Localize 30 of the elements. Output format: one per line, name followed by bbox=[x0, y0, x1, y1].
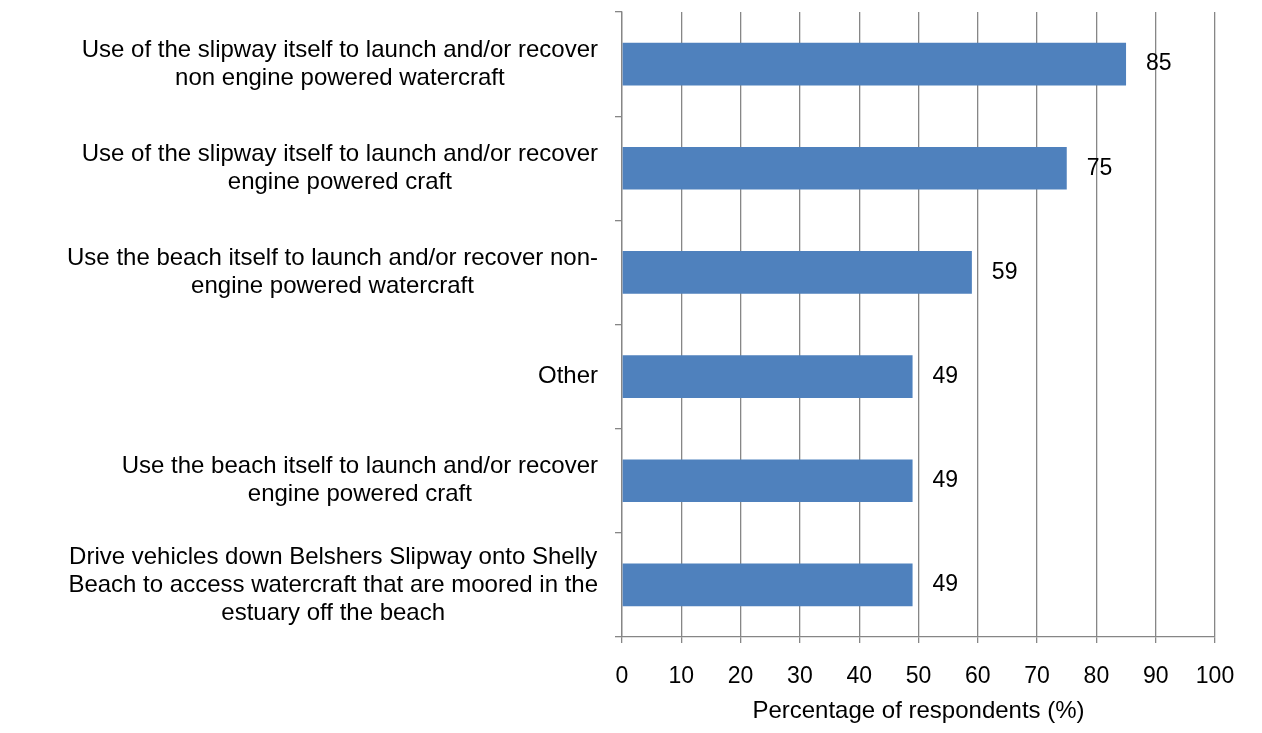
bar bbox=[622, 459, 913, 503]
x-tick-label: 70 bbox=[1024, 662, 1050, 689]
x-tick-label: 60 bbox=[965, 662, 991, 689]
bar bbox=[622, 355, 913, 398]
y-tick-label: Drive vehicles down Belshers Slipway onto Shelly Beach to access watercraft that are moored in the estuary off the beach bbox=[68, 541, 598, 625]
x-tick-label: 0 bbox=[615, 662, 629, 689]
y-tick-label: Other bbox=[537, 361, 598, 389]
y-tick-label: Use of the slipway itself to launch and/or recover non engine powered watercraft bbox=[81, 34, 598, 90]
data-label: 85 bbox=[1146, 49, 1172, 76]
y-tick-label: Use of the slipway itself to launch and/or recover engine powered craft bbox=[81, 138, 598, 194]
bar bbox=[622, 146, 1067, 190]
y-tick-label: Use the beach itself to launch and/or recover non-engine powered watercraft bbox=[67, 243, 598, 299]
x-axis-title: Percentage of respondents (%) bbox=[752, 696, 1085, 724]
data-label: 49 bbox=[932, 570, 959, 597]
data-label: 49 bbox=[932, 466, 959, 493]
bar bbox=[622, 42, 1127, 86]
data-label: 49 bbox=[932, 361, 959, 388]
x-tick-label: 80 bbox=[1083, 662, 1110, 689]
bar bbox=[622, 563, 913, 607]
x-tick-label: 30 bbox=[787, 662, 813, 689]
x-tick-label: 100 bbox=[1195, 662, 1235, 689]
x-tick-label: 20 bbox=[727, 662, 754, 689]
x-tick-label: 50 bbox=[905, 662, 932, 689]
data-label: 75 bbox=[1086, 153, 1113, 180]
y-tick-label: Use the beach itself to launch and/or recover engine powered craft bbox=[121, 451, 598, 507]
bar bbox=[622, 251, 972, 294]
x-tick-label: 90 bbox=[1142, 662, 1169, 689]
x-tick-label: 10 bbox=[668, 662, 695, 689]
data-label: 59 bbox=[991, 257, 1018, 284]
x-tick-label: 40 bbox=[846, 662, 872, 689]
